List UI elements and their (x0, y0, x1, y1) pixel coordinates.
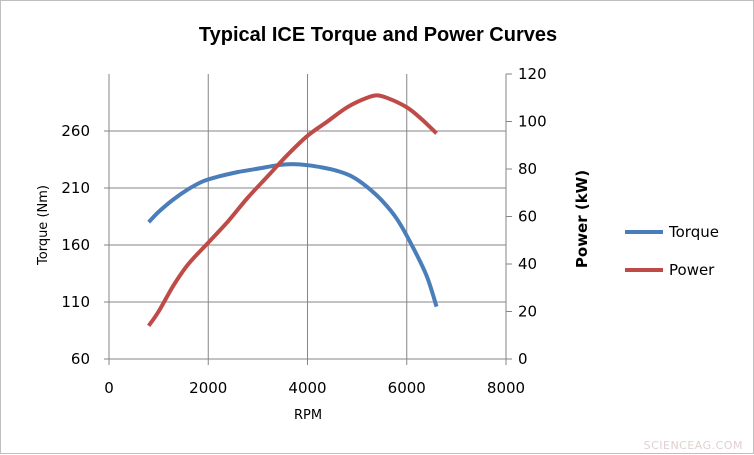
x-tick-label: 4000 (288, 379, 326, 397)
x-tick-label: 8000 (487, 379, 525, 397)
y-left-tick-label: 210 (61, 179, 90, 197)
y-right-tick-label: 60 (518, 208, 537, 226)
y-left-tick-label: 260 (61, 122, 90, 140)
x-axis-label: RPM (294, 408, 322, 423)
x-tick-label: 6000 (388, 379, 426, 397)
y-right-tick-labels: 0 20 40 60 80 100 120 (518, 65, 547, 368)
y-right-tick-label: 20 (518, 303, 537, 321)
y-left-tick-label: 110 (61, 293, 90, 311)
series-line-power (147, 93, 438, 327)
legend: Torque Power (625, 223, 719, 279)
y-left-tick-label: 160 (61, 236, 90, 254)
grid (109, 74, 507, 360)
x-tick-labels: 0 2000 4000 6000 8000 (104, 379, 525, 397)
legend-label-power: Power (669, 261, 715, 279)
y-right-tick-label: 40 (518, 255, 537, 273)
axes (104, 73, 512, 365)
y-left-tick-labels: 60 110 160 210 260 (61, 122, 90, 368)
legend-label-torque: Torque (668, 223, 719, 241)
x-tick-label: 2000 (189, 379, 227, 397)
series-line-torque (147, 162, 439, 308)
watermark-text: SCIENCEAG.COM (644, 439, 743, 452)
chart-title: Typical ICE Torque and Power Curves (199, 24, 557, 46)
y-right-tick-label: 100 (518, 113, 547, 131)
y-left-axis-label: Torque (Nm) (36, 185, 51, 266)
y-right-tick-label: 0 (518, 350, 528, 368)
y-left-tick-label: 60 (71, 350, 90, 368)
series-lines (147, 93, 439, 327)
y-right-axis-label: Power (kW) (573, 170, 591, 268)
x-tick-label: 0 (104, 379, 114, 397)
y-right-tick-label: 80 (518, 160, 537, 178)
y-right-tick-label: 120 (518, 65, 547, 83)
